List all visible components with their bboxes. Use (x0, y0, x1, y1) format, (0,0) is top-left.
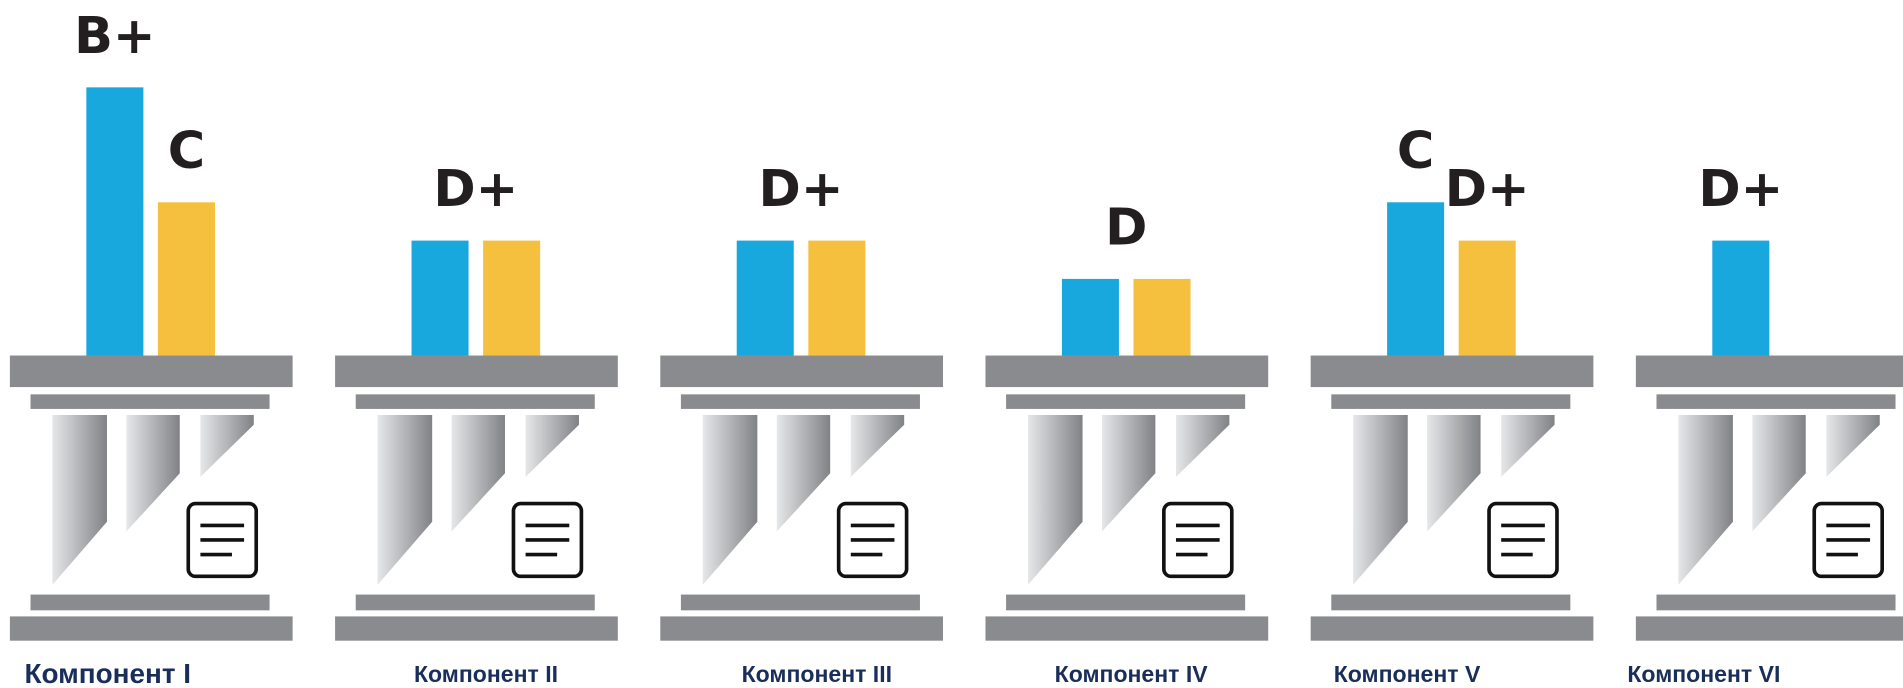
pillar-top (1635, 355, 1903, 388)
bar (86, 87, 144, 356)
value-label: D (1105, 198, 1147, 257)
pillar-top (660, 355, 944, 388)
column (1826, 414, 1880, 477)
bar (411, 240, 469, 356)
pillar-plinth (1656, 594, 1896, 611)
category-label: Компонент IV (1055, 661, 1209, 687)
bar (1387, 202, 1445, 356)
pillar-top (9, 355, 293, 388)
pillar-base (985, 616, 1269, 641)
pillar-base (335, 616, 618, 641)
pillar-top (985, 355, 1269, 388)
column (1427, 414, 1481, 532)
column (126, 414, 180, 532)
pillar (660, 355, 944, 641)
pillar-capital (1656, 394, 1896, 409)
column (1678, 414, 1733, 585)
category-label: Компонент II (414, 661, 558, 687)
category-label: Компонент I (24, 658, 191, 688)
column (1353, 414, 1408, 585)
value-label: D+ (1445, 160, 1530, 219)
value-label: D+ (433, 160, 518, 219)
bar (808, 240, 866, 356)
column (1501, 414, 1555, 477)
pillar-base (1310, 616, 1594, 641)
bar (1061, 278, 1119, 356)
column (200, 414, 254, 477)
value-label: C (168, 122, 205, 181)
pillar-capital (30, 394, 270, 409)
value-label: B+ (74, 7, 156, 66)
pillar-base (660, 616, 944, 641)
pillar (9, 355, 293, 641)
bar (1458, 240, 1516, 356)
category-label: Компонент VI (1627, 661, 1780, 687)
column (451, 414, 505, 532)
column (525, 414, 579, 477)
column (52, 414, 107, 585)
pillar-base (9, 616, 293, 641)
pillar (335, 355, 618, 641)
bar (1133, 278, 1191, 356)
column (1101, 414, 1156, 532)
pillar-capital (355, 394, 595, 409)
value-label: D+ (1698, 160, 1783, 219)
pillar-plinth (680, 594, 920, 611)
column (702, 414, 758, 585)
column (1752, 414, 1806, 532)
pillar-top (1310, 355, 1594, 388)
category-label: Компонент V (1334, 661, 1481, 687)
pillar-plinth (355, 594, 595, 611)
pillar-capital (1006, 394, 1246, 409)
pillar-plinth (1006, 594, 1246, 611)
bar (736, 240, 794, 356)
column (1175, 414, 1230, 477)
pillar-plinth (1331, 594, 1571, 611)
pillar (1635, 355, 1903, 641)
value-label: D+ (759, 160, 844, 219)
value-label: C (1397, 122, 1434, 181)
column (1027, 414, 1083, 585)
column (850, 414, 905, 477)
pillar-top (335, 355, 618, 388)
pillar-capital (680, 394, 920, 409)
category-label: Компонент III (742, 661, 892, 687)
bar (1712, 240, 1770, 356)
bar (483, 240, 541, 356)
pillar-plinth (30, 594, 270, 611)
pillar-capital (1331, 394, 1571, 409)
column (776, 414, 831, 532)
bar (157, 202, 215, 356)
pillar (1310, 355, 1594, 641)
pillars (9, 355, 1903, 641)
column (377, 414, 433, 585)
pillar-base (1635, 616, 1903, 641)
pillar (985, 355, 1269, 641)
